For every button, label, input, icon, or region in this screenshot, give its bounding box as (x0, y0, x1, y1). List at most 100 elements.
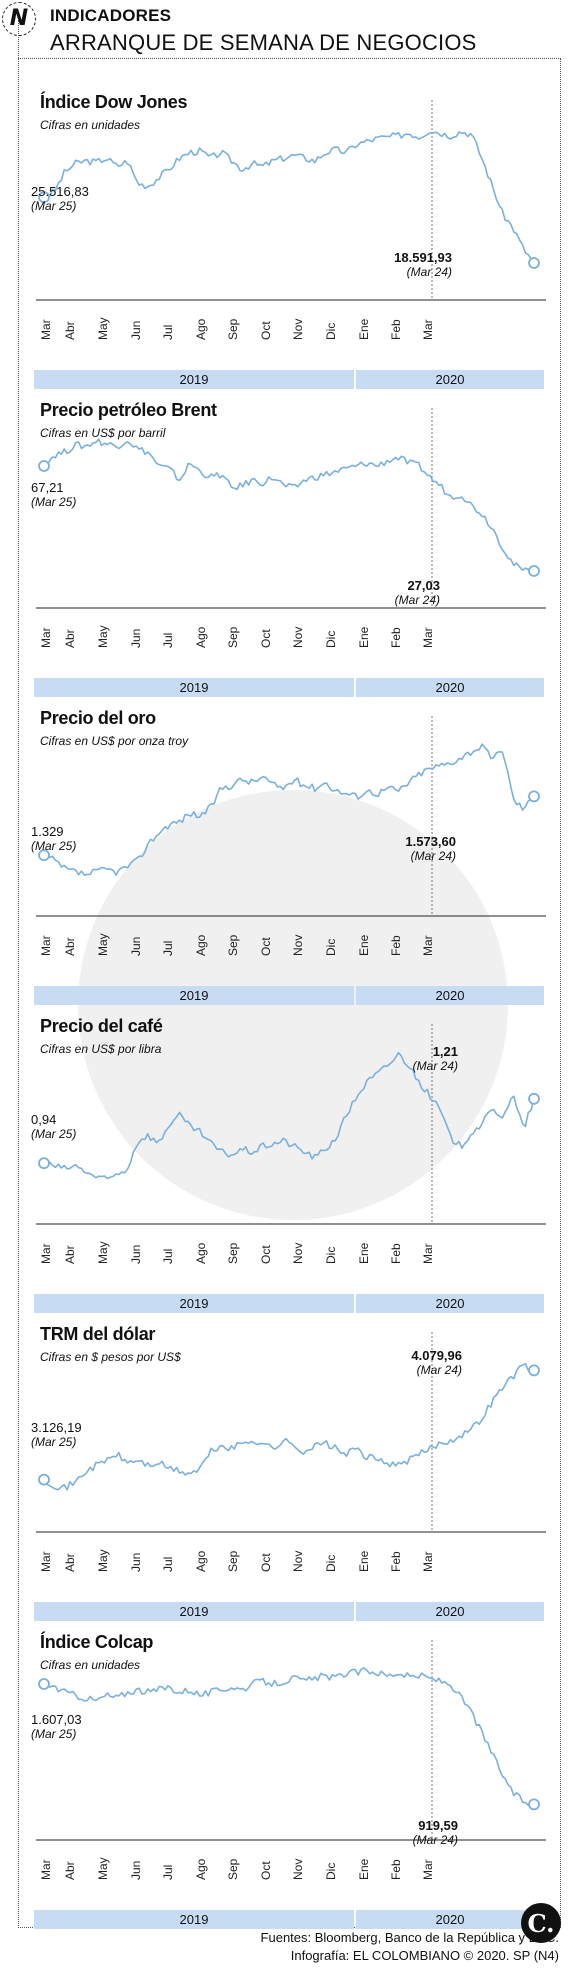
x-tick-label: Mar (39, 1551, 53, 1572)
section-kicker: INDICADORES (50, 6, 172, 25)
footer-credit: Infografía: EL COLOMBIANO © 2020. SP (N4… (290, 1948, 559, 1963)
x-tick-label: May (96, 625, 110, 648)
end-date: (Mar 24) (394, 593, 440, 607)
x-tick-label: Jul (161, 325, 175, 340)
x-tick-label: Ene (357, 934, 371, 956)
end-value: 919,59 (418, 1818, 458, 1833)
x-tick-label: Ago (194, 1550, 208, 1572)
start-point (38, 849, 50, 862)
series-line (43, 1667, 535, 1807)
end-value-label: 4.079,96 (Mar 24) (411, 1348, 462, 1378)
x-tick-label: Mar (421, 319, 435, 340)
x-tick-label: Oct (259, 937, 273, 956)
start-point (38, 1678, 50, 1690)
series-line (43, 1051, 535, 1180)
x-tick-label: Feb (389, 1551, 403, 1572)
start-value: 0,94 (31, 1112, 57, 1127)
end-date: (Mar 24) (416, 1363, 462, 1377)
x-tick-label: Nov (291, 1551, 305, 1572)
end-point (528, 1798, 540, 1811)
x-tick-label: Ago (194, 626, 208, 648)
chart-title: Índice Colcap (40, 1632, 154, 1652)
start-value-label: 3.126,19 (Mar 25) (31, 1420, 82, 1450)
x-tick-label: Oct (259, 1553, 273, 1572)
series-line (43, 438, 535, 575)
end-value: 1,21 (432, 1044, 458, 1059)
x-tick-label: Jul (161, 633, 175, 648)
year-band-2020: 2020 (356, 678, 544, 697)
x-tick-label: Jun (129, 629, 143, 648)
x-tick-label: Abr (63, 1553, 77, 1572)
x-tick-label: Dic (324, 1555, 338, 1572)
x-tick-label: Nov (291, 1243, 305, 1264)
brand-badge: C. (521, 1903, 561, 1943)
chart-subtitle: Cifras en $ pesos por US$ (40, 1350, 181, 1364)
x-tick-label: Mar (39, 1243, 53, 1264)
chart-panel: Índice Dow Jones Cifras en unidades Mar Abr… (26, 92, 556, 392)
end-date: (Mar 24) (412, 1059, 458, 1073)
chart-title: Precio petróleo Brent (40, 400, 217, 420)
chart-panel: TRM del dólar Cifras en $ pesos por US$ Ma… (26, 1324, 556, 1624)
start-date: (Mar 25) (31, 839, 77, 853)
x-tick-label: Jun (129, 1245, 143, 1264)
chart-title: TRM del dólar (40, 1324, 156, 1344)
x-tick-label: Abr (63, 629, 77, 648)
x-tick-label: Sep (226, 934, 240, 956)
chart-panel: Precio petróleo Brent Cifras en US$ por b… (26, 400, 556, 700)
end-value: 18.591,93 (394, 250, 452, 265)
x-tick-label: Mar (421, 627, 435, 648)
chart-subtitle: Cifras en US$ por barril (40, 426, 166, 440)
chart-subtitle: Cifras en unidades (40, 118, 141, 132)
year-band-2020: 2020 (356, 1602, 544, 1621)
x-tick-label: Feb (389, 319, 403, 340)
x-tick-label: Dic (324, 1247, 338, 1264)
x-tick-label: Feb (389, 935, 403, 956)
x-tick-label: Jul (161, 1865, 175, 1880)
start-point (38, 191, 50, 204)
x-tick-label: Mar (39, 935, 53, 956)
line-chart: Mar Abr May Jun Jul Ago Sep Oct Nov Dic Ene Feb Mar (36, 1332, 546, 1572)
x-tick-label: Ago (194, 934, 208, 956)
year-band-2020: 2020 (356, 986, 544, 1005)
year-band-2019: 2019 (34, 1294, 354, 1313)
x-tick-label: Oct (259, 1861, 273, 1880)
x-tick-label: Abr (63, 321, 77, 340)
chart-subtitle: Cifras en US$ por libra (40, 1042, 162, 1056)
start-point (38, 1473, 50, 1486)
x-tick-label: Ene (357, 1242, 371, 1264)
x-tick-label: Ene (357, 626, 371, 648)
year-band-2019: 2019 (34, 370, 354, 389)
line-chart: Mar Abr May Jun Jul Ago Sep Oct Nov Dic Ene Feb Mar (36, 1024, 546, 1264)
x-tick-label: Ene (357, 1550, 371, 1572)
series-line (43, 131, 535, 264)
x-tick-label: Abr (63, 1245, 77, 1264)
end-point (528, 790, 540, 803)
end-point (528, 257, 540, 269)
x-tick-label: Mar (421, 1243, 435, 1264)
x-tick-label: Sep (226, 1858, 240, 1880)
x-tick-label: Jul (161, 941, 175, 956)
end-value-label: 18.591,93 (Mar 24) (394, 250, 452, 280)
start-date: (Mar 25) (31, 1127, 77, 1141)
x-tick-label: Ene (357, 318, 371, 340)
start-point (38, 460, 50, 472)
x-tick-label: Sep (226, 318, 240, 340)
start-value: 25.516,83 (31, 184, 89, 199)
start-value-label: 1.607,03 (Mar 25) (31, 1712, 82, 1742)
x-tick-label: Mar (421, 935, 435, 956)
x-tick-label: Jun (129, 1861, 143, 1880)
x-tick-label: Sep (226, 1242, 240, 1264)
year-band-2020: 2020 (356, 1294, 544, 1313)
x-tick-label: Jul (161, 1249, 175, 1264)
end-date: (Mar 24) (410, 849, 456, 863)
year-band-2020: 2020 (356, 370, 544, 389)
start-value: 3.126,19 (31, 1420, 82, 1435)
x-tick-label: Feb (389, 627, 403, 648)
x-tick-label: Oct (259, 1245, 273, 1264)
start-value-label: 1.329 (Mar 25) (31, 824, 76, 854)
watermark-logo (78, 790, 508, 1220)
start-value-label: 67,21 (Mar 25) (31, 480, 76, 510)
series-line (43, 743, 535, 876)
x-tick-label: Nov (291, 627, 305, 648)
end-date: (Mar 24) (406, 265, 452, 279)
